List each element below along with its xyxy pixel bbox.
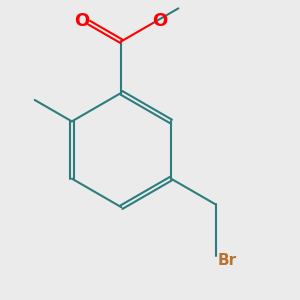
Text: Br: Br	[218, 253, 237, 268]
Text: O: O	[152, 12, 167, 30]
Text: O: O	[74, 12, 90, 30]
